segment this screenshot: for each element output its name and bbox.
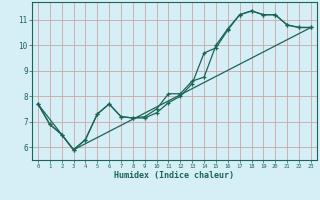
X-axis label: Humidex (Indice chaleur): Humidex (Indice chaleur) <box>115 171 234 180</box>
